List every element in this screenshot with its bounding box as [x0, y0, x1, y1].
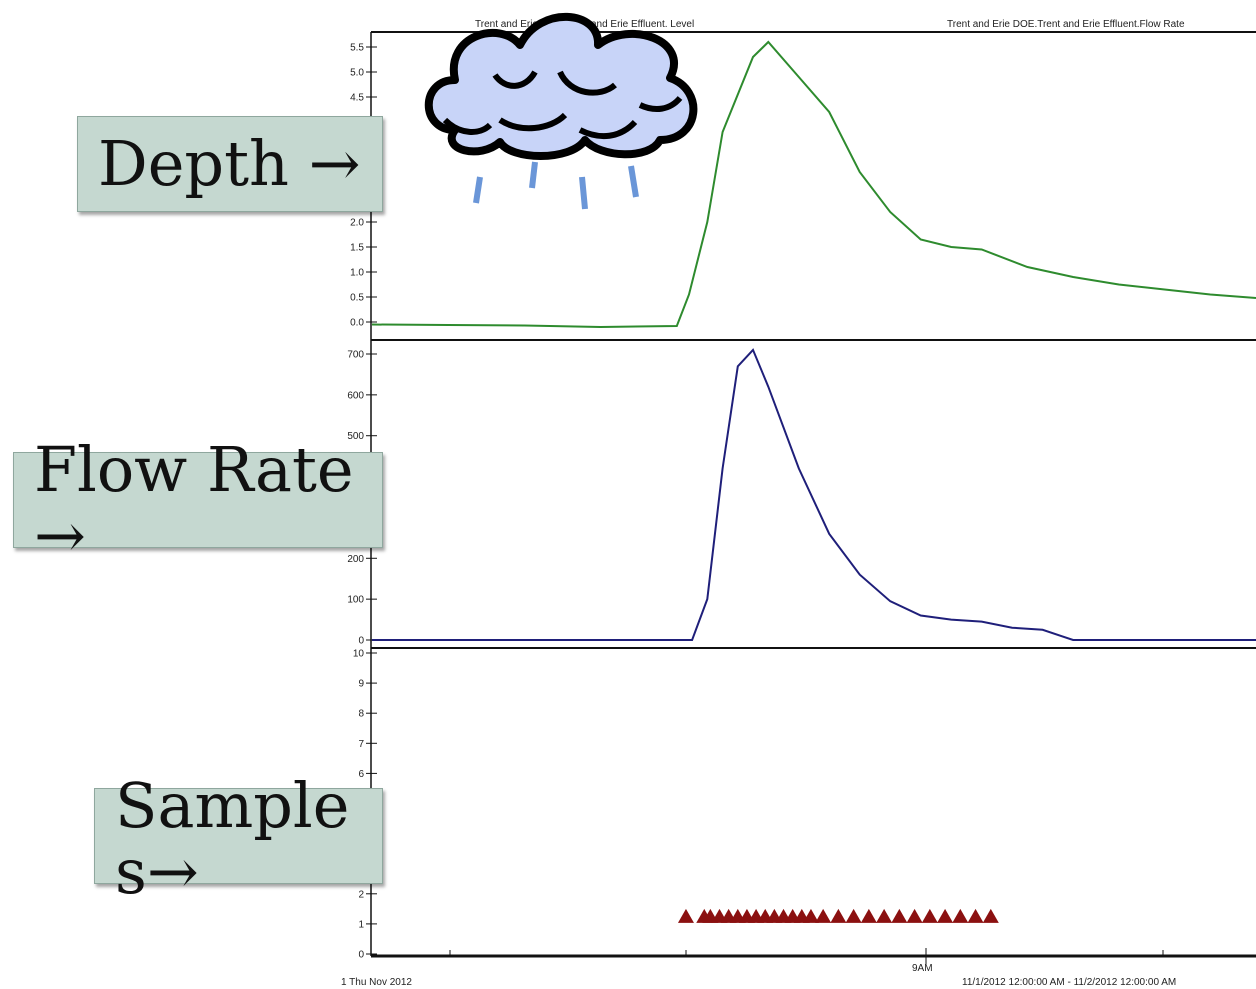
y-tick-label: 2.0 [350, 218, 364, 229]
sample-marker [876, 908, 893, 923]
rain-drop [473, 176, 483, 204]
sample-marker [937, 908, 954, 923]
sample-marker [906, 908, 923, 923]
y-tick-label: 5.0 [350, 68, 364, 79]
level-series-line [371, 40, 1256, 329]
y-tick-label: 1.0 [350, 268, 364, 279]
y-tick-label: 2 [358, 889, 364, 900]
flow-series-line [372, 348, 1256, 641]
y-tick-label: 1.5 [350, 243, 364, 254]
sample-marker [802, 908, 819, 923]
y-tick-label: 0 [358, 950, 364, 961]
panel-frames [370, 31, 1256, 958]
y-axis-ticks: 0.00.51.01.52.04.55.05.50100200500600700… [347, 43, 377, 961]
sample-marker [830, 908, 847, 923]
y-tick-label: 600 [347, 390, 364, 401]
y-tick-label: 7 [358, 739, 364, 750]
sample-marker [677, 908, 694, 923]
sample-marker [891, 908, 908, 923]
y-tick-label: 9 [358, 679, 364, 690]
flow-rate-callout: Flow Rate → [13, 437, 383, 568]
depth-callout-label: Depth → [98, 127, 361, 200]
y-tick-label: 1 [358, 919, 364, 930]
rain-drop [628, 165, 639, 198]
rain-drop [529, 161, 538, 189]
y-tick-label: 4.5 [350, 93, 364, 104]
rain-cloud-icon [424, 12, 698, 210]
sample-marker [967, 908, 984, 923]
depth-callout: Depth → [77, 116, 383, 212]
y-tick-label: 700 [347, 350, 364, 361]
series-layer [371, 40, 1256, 923]
y-tick-label: 8 [358, 709, 364, 720]
nine-am-label: 9AM [912, 963, 933, 974]
start-date-label: 1 Thu Nov 2012 [341, 977, 412, 988]
x-axis-ticks [449, 948, 1164, 964]
date-range-label: 11/1/2012 12:00:00 AM - 11/2/2012 12:00:… [962, 977, 1177, 988]
y-tick-label: 0.0 [350, 318, 364, 329]
y-tick-label: 5.5 [350, 43, 364, 54]
rain-drop [579, 176, 588, 210]
y-tick-label: 200 [347, 554, 364, 565]
y-tick-label: 500 [347, 431, 364, 442]
sample-marker [921, 908, 938, 923]
flow-panel-title: Trent and Erie DOE.Trent and Erie Efflue… [947, 19, 1185, 30]
sample-marker [815, 908, 832, 923]
sample-marker [845, 908, 862, 923]
y-tick-label: 10 [353, 649, 365, 660]
samples-callout-label: Sample s→ [115, 769, 350, 908]
y-tick-label: 0 [358, 636, 364, 647]
y-tick-label: 100 [347, 595, 364, 606]
flow-rate-callout-label: Flow Rate → [34, 433, 354, 572]
sample-marker [860, 908, 877, 923]
sample-marker [982, 908, 999, 923]
y-tick-label: 6 [358, 769, 364, 780]
samples-callout: Sample s→ [94, 773, 383, 904]
sample-marker [952, 908, 969, 923]
y-tick-label: 0.5 [350, 293, 364, 304]
